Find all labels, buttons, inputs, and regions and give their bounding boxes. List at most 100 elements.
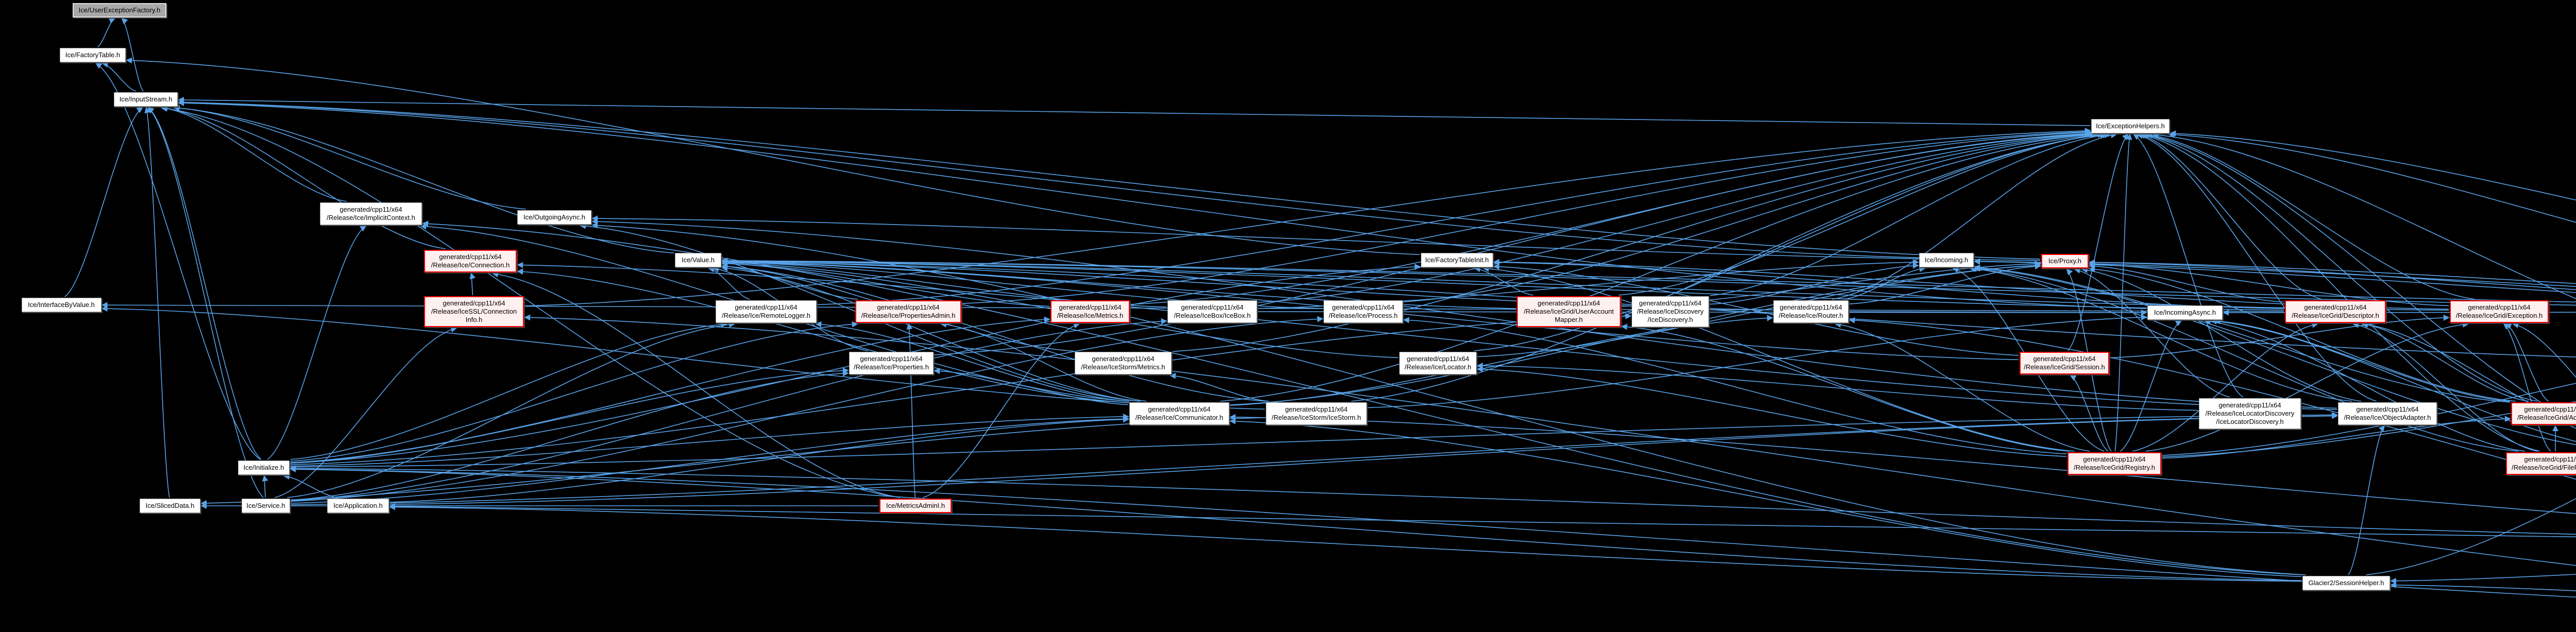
- include-edge-g2perm-to-incoming: [1974, 258, 2576, 287]
- include-edge-madmini-to-istream: [160, 105, 900, 498]
- include-edge-oadapter-to-oasync: [591, 218, 2337, 409]
- include-edge-g2shelper-to-oadapter: [2348, 425, 2385, 575]
- include-edge-desc-to-ftinit: [1493, 259, 2284, 309]
- include-edge-uam-to-ehelp: [1618, 131, 2107, 296]
- include-edge-service-to-init: [262, 475, 268, 498]
- graph-node-init[interactable]: Ice/Initialize.h: [238, 460, 290, 475]
- graph-node-uam[interactable]: generated/cpp11/x64/Release/IceGrid/User…: [1517, 296, 1621, 327]
- include-edge-registry-to-iasync: [2120, 320, 2182, 452]
- include-edge-comm-to-padmin: [940, 321, 1147, 402]
- graph-node-sslci[interactable]: generated/cpp11/x64/Release/IceSSL/Conne…: [424, 296, 524, 327]
- graph-node-label: /Release/Ice/ImplicitContext.h: [327, 214, 415, 221]
- graph-node-label: /Release/Ice/Connection.h: [431, 261, 510, 269]
- graph-node-exc[interactable]: generated/cpp11/x64/Release/IceGrid/Exce…: [2450, 300, 2549, 323]
- graph-node-label: Ice/Proxy.h: [2048, 257, 2082, 265]
- graph-node-label: generated/cpp11/x64: [735, 303, 798, 311]
- graph-node-registry[interactable]: generated/cpp11/x64/Release/IceGrid/Regi…: [2067, 452, 2161, 475]
- graph-node-oadapter[interactable]: generated/cpp11/x64/Release/Ice/ObjectAd…: [2338, 402, 2437, 425]
- graph-node-ictx[interactable]: generated/cpp11/x64/Release/Ice/Implicit…: [320, 202, 422, 225]
- include-edge-storm-to-iasync: [1367, 314, 2147, 408]
- graph-node-metrics[interactable]: generated/cpp11/x64/Release/Ice/Metrics.…: [1050, 300, 1130, 323]
- graph-node-ftinit[interactable]: Ice/FactoryTableInit.h: [1421, 253, 1493, 267]
- include-edge-ilocdisc-to-proxy: [2074, 267, 2230, 398]
- graph-node-istream[interactable]: Ice/InputStream.h: [114, 92, 178, 107]
- include-edge-ilocdisc-to-ehelp: [2133, 134, 2244, 398]
- include-edge-pfacade-to-desc: [2362, 321, 2576, 429]
- include-edge-exc-to-proxy: [2089, 261, 2449, 306]
- graph-node-label: generated/cpp11/x64: [2083, 455, 2146, 463]
- graph-node-proxy[interactable]: Ice/Proxy.h: [2041, 254, 2089, 268]
- include-edge-value-to-istream: [173, 105, 674, 254]
- graph-node-label: generated/cpp11/x64: [1332, 303, 1395, 311]
- graph-node-igadmin[interactable]: generated/cpp11/x64/Release/IceGrid/Admi…: [2511, 402, 2576, 425]
- include-edge-desc-to-value: [721, 258, 2284, 311]
- include-edge-desc-to-proxy: [2089, 263, 2284, 303]
- graph-node-props[interactable]: generated/cpp11/x64/Release/Ice/Properti…: [849, 352, 934, 374]
- include-edge-proxy-to-istream: [178, 99, 2041, 260]
- graph-node-label: generated/cpp11/x64: [1639, 299, 1702, 307]
- graph-node-app[interactable]: Ice/Application.h: [327, 499, 389, 513]
- graph-node-label: generated/cpp11/x64: [877, 303, 940, 311]
- graph-node-comm[interactable]: generated/cpp11/x64/Release/Ice/Communic…: [1129, 402, 1229, 425]
- graph-node-fparser[interactable]: generated/cpp11/x64/Release/IceGrid/File…: [2506, 452, 2576, 475]
- graph-node-stmetrics[interactable]: generated/cpp11/x64/Release/IceStorm/Met…: [1075, 352, 1172, 374]
- graph-node-ftab[interactable]: Ice/FactoryTable.h: [60, 48, 126, 62]
- include-edge-exc-to-ehelp: [2146, 132, 2475, 300]
- include-edge-ibyval-to-istream: [64, 107, 143, 297]
- include-edge-comm-to-value: [721, 265, 1141, 402]
- include-edge-g2perm-to-value: [721, 258, 2576, 303]
- graph-node-locator[interactable]: generated/cpp11/x64/Release/Ice/Locator.…: [1399, 352, 1477, 374]
- include-edge-g2metrics-to-ehelp: [2152, 132, 2576, 299]
- graph-node-label: generated/cpp11/x64: [1148, 405, 1211, 413]
- graph-node-process[interactable]: generated/cpp11/x64/Release/Ice/Process.…: [1324, 300, 1403, 323]
- graph-node-label: Ice/IncomingAsync.h: [2154, 309, 2216, 316]
- graph-node-igsess[interactable]: generated/cpp11/x64/Release/IceGrid/Sess…: [2020, 352, 2109, 374]
- include-edge-storm-to-stmetrics: [1170, 372, 1269, 402]
- include-edge-g2shelper-to-comm: [1229, 418, 2302, 577]
- include-edge-igsess-to-ftinit: [1493, 263, 2019, 356]
- graph-node-rlog[interactable]: generated/cpp11/x64/Release/Ice/RemoteLo…: [716, 300, 817, 323]
- include-edge-registry-to-igsess: [2070, 375, 2109, 452]
- graph-node-storm[interactable]: generated/cpp11/x64/Release/IceStorm/Ice…: [1266, 402, 1367, 425]
- include-edge-istream-to-uef: [121, 18, 144, 92]
- graph-node-label: Ice/Initialize.h: [243, 464, 284, 471]
- include-edge-ictx-to-istream: [161, 105, 347, 202]
- graph-node-ehelp[interactable]: Ice/ExceptionHelpers.h: [2091, 119, 2170, 133]
- graph-node-label: /Release/Ice/RemoteLogger.h: [722, 312, 810, 319]
- graph-node-label: /Release/IceLocatorDiscovery: [2205, 409, 2295, 417]
- graph-node-icebox[interactable]: generated/cpp11/x64/Release/IceBox/IceBo…: [1167, 300, 1257, 323]
- include-edge-g2shelper-to-g2sess: [2366, 498, 2576, 575]
- graph-node-padmin[interactable]: generated/cpp11/x64/Release/Ice/Properti…: [855, 300, 961, 323]
- graph-node-ibyval[interactable]: Ice/InterfaceByValue.h: [21, 298, 101, 312]
- include-edge-igsess-to-ehelp: [2067, 133, 2129, 351]
- include-edge-incoming-to-istream: [178, 99, 1919, 258]
- graph-node-label: generated/cpp11/x64: [2524, 455, 2576, 463]
- graph-node-router[interactable]: generated/cpp11/x64/Release/Ice/Router.h: [1773, 300, 1849, 323]
- graph-node-label: /Release/IceStorm/IceStorm.h: [1272, 414, 1361, 421]
- graph-node-ilocdisc[interactable]: generated/cpp11/x64/Release/IceLocatorDi…: [2199, 398, 2301, 429]
- include-edge-app-to-init: [283, 473, 338, 498]
- graph-node-value[interactable]: Ice/Value.h: [675, 253, 721, 267]
- graph-node-label: /Release/Ice/Properties.h: [854, 363, 929, 371]
- graph-node-sliced[interactable]: Ice/SlicedData.h: [140, 499, 200, 513]
- graph-node-conn[interactable]: generated/cpp11/x64/Release/Ice/Connecti…: [424, 250, 517, 272]
- graph-node-iasync[interactable]: Ice/IncomingAsync.h: [2147, 305, 2223, 320]
- include-edge-g2perm-to-proxy: [2089, 259, 2576, 284]
- graph-node-desc[interactable]: generated/cpp11/x64/Release/IceGrid/Desc…: [2285, 300, 2386, 323]
- graph-node-label: generated/cpp11/x64: [1406, 355, 1469, 363]
- graph-node-service[interactable]: Ice/Service.h: [242, 499, 290, 513]
- include-edge-g2app-to-comm: [1229, 414, 2576, 514]
- include-edge-sslci-to-ehelp: [524, 128, 2091, 306]
- graph-node-uef[interactable]: Ice/UserExceptionFactory.h: [73, 3, 166, 18]
- include-edge-comm-to-rlog: [815, 321, 1129, 402]
- graph-node-oasync[interactable]: Ice/OutgoingAsync.h: [517, 210, 591, 225]
- graph-node-madmini[interactable]: Ice/MetricsAdminI.h: [879, 499, 952, 513]
- graph-node-incoming[interactable]: Ice/Incoming.h: [1919, 253, 1974, 267]
- include-edge-desc-to-ehelp: [2138, 132, 2322, 300]
- include-edge-madmini-to-conn: [492, 271, 901, 498]
- include-edge-g2shelper-to-init: [290, 466, 2302, 581]
- include-edge-app-to-oadapter: [389, 413, 2338, 505]
- include-edge-igadmin-to-desc: [2361, 321, 2529, 402]
- graph-node-idisc[interactable]: generated/cpp11/x64/Release/IceDiscovery…: [1632, 296, 1709, 327]
- graph-node-g2shelper[interactable]: Glacier2/SessionHelper.h: [2302, 576, 2390, 590]
